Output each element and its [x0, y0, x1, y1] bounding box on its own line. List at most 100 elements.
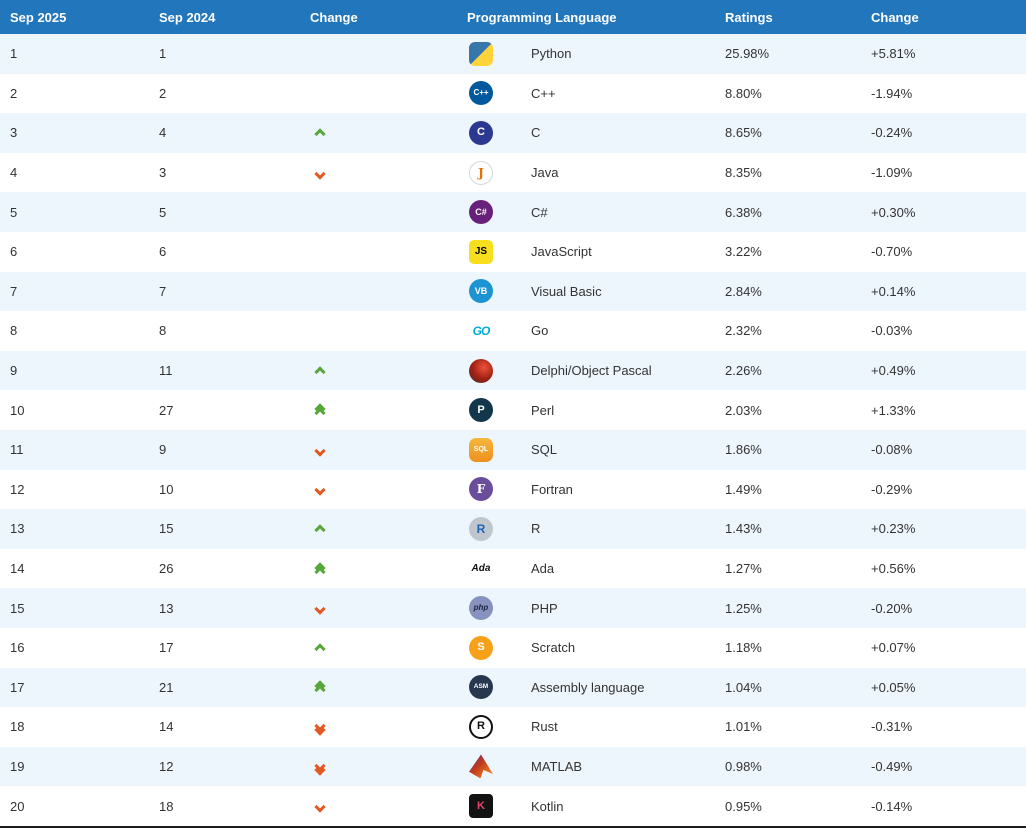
- rank-2025-cell: 14: [10, 561, 25, 577]
- ratings-cell: 1.43%: [725, 521, 762, 537]
- rust-icon: R: [469, 714, 493, 739]
- matlab-icon: [469, 754, 493, 779]
- ratings-cell: 2.84%: [725, 283, 762, 299]
- rank-2024-cell: 13: [159, 600, 174, 616]
- up-double-arrow-icon: [314, 680, 326, 697]
- rank-2024-cell: 1: [159, 46, 167, 62]
- rank-2025-cell: 7: [10, 283, 18, 299]
- language-name: Scratch: [531, 640, 576, 656]
- language-cell: SQL SQL: [457, 430, 715, 470]
- table-row: 19 12 MATLAB 0.98% -0.49%: [0, 746, 1026, 787]
- rank-2025-cell: 4: [10, 165, 18, 181]
- language-name: Java: [531, 165, 559, 181]
- ratings-change-cell: -0.49%: [871, 758, 913, 774]
- language-cell: Ada Ada: [457, 549, 715, 589]
- language-name: C++: [531, 85, 556, 101]
- rank-2025-cell: 6: [10, 244, 18, 260]
- rank-2025-cell: 17: [10, 679, 25, 695]
- table-row: 20 18 K Kotlin 0.95% -0.14%: [0, 786, 1026, 826]
- rank-2024-cell: 6: [159, 244, 167, 260]
- ratings-change-cell: -0.08%: [871, 442, 913, 458]
- table-row: 6 6 JS JavaScript 3.22% -0.70%: [0, 232, 1026, 272]
- ratings-change-cell: -1.94%: [871, 85, 913, 101]
- header-programming-language: Programming Language: [457, 0, 715, 34]
- down-arrow-icon: [314, 484, 326, 497]
- language-cell: Python: [457, 34, 715, 74]
- csharp-icon: C#: [469, 200, 493, 225]
- rank-change-cell: [300, 390, 457, 430]
- table-row: 9 11 Delphi/Object Pascal 2.26% +0.49%: [0, 350, 1026, 391]
- ratings-cell: 8.65%: [725, 125, 762, 141]
- up-arrow-icon: [314, 524, 326, 536]
- language-name: Visual Basic: [531, 283, 602, 299]
- up-double-arrow-icon: [314, 561, 326, 578]
- language-name: PHP: [531, 600, 558, 616]
- rank-change-cell: [300, 628, 457, 668]
- rank-change-cell: [300, 74, 457, 114]
- ratings-change-cell: -0.31%: [871, 719, 913, 735]
- table-row: 3 4 C C 8.65% -0.24%: [0, 113, 1026, 153]
- rank-change-cell: [300, 272, 457, 312]
- rank-change-cell: [300, 430, 457, 470]
- rank-2024-cell: 27: [159, 402, 174, 418]
- language-name: C: [531, 125, 541, 141]
- up-arrow-icon: [314, 643, 326, 655]
- cpp-icon: C++: [469, 81, 493, 106]
- table-header: Sep 2025 Sep 2024 Change Programming Lan…: [0, 0, 1026, 34]
- header-ratings-change: Change: [861, 0, 1026, 34]
- delphi-icon: [469, 358, 493, 383]
- rank-change-cell: [300, 470, 457, 510]
- rank-2025-cell: 2: [10, 85, 18, 101]
- rank-2024-cell: 5: [159, 204, 167, 220]
- language-cell: S Scratch: [457, 628, 715, 668]
- rank-2024-cell: 21: [159, 679, 174, 695]
- table-row: 16 17 S Scratch 1.18% +0.07%: [0, 628, 1026, 668]
- table-body: 1 1 Python 25.98% +5.81% 2 2 C++ C++ 8.80% -1.94% 3…: [0, 34, 1026, 826]
- language-name: Kotlin: [531, 798, 564, 814]
- c-icon: C: [469, 120, 493, 145]
- rank-change-cell: [300, 351, 457, 391]
- go-icon: GO: [472, 323, 491, 338]
- down-double-arrow-icon: [314, 720, 326, 736]
- rank-2024-cell: 17: [159, 640, 174, 656]
- language-cell: K Kotlin: [457, 786, 715, 826]
- rank-2024-cell: 12: [159, 758, 174, 774]
- ratings-cell: 1.01%: [725, 719, 762, 735]
- language-name: Rust: [531, 719, 558, 735]
- header-rank-change: Change: [300, 0, 457, 34]
- ratings-cell: 2.03%: [725, 402, 762, 418]
- rank-change-cell: [300, 747, 457, 787]
- down-arrow-icon: [314, 603, 326, 615]
- table-row: 14 26 Ada Ada 1.27% +0.56%: [0, 549, 1026, 589]
- rank-change-cell: [300, 34, 457, 74]
- header-sep-2024: Sep 2024: [149, 0, 300, 34]
- language-name: Fortran: [531, 481, 573, 497]
- perl-icon: P: [469, 398, 493, 423]
- up-arrow-icon: [314, 128, 326, 140]
- ratings-change-cell: -0.29%: [871, 481, 913, 497]
- language-name: Python: [531, 46, 572, 62]
- language-cell: P Perl: [457, 390, 715, 430]
- ratings-change-cell: -0.14%: [871, 798, 913, 814]
- down-arrow-icon: [314, 167, 326, 180]
- ratings-cell: 2.26%: [725, 363, 762, 379]
- rank-2025-cell: 8: [10, 323, 18, 339]
- rank-2024-cell: 4: [159, 125, 167, 141]
- rank-change-cell: [300, 786, 457, 826]
- language-name: Perl: [531, 402, 555, 418]
- rank-change-cell: [300, 707, 457, 747]
- header-ratings: Ratings: [715, 0, 861, 34]
- ratings-change-cell: -0.03%: [871, 323, 913, 339]
- language-name: R: [531, 521, 541, 537]
- down-double-arrow-icon: [314, 759, 326, 776]
- table-row: 17 21 ASM Assembly language 1.04% +0.05%: [0, 667, 1026, 708]
- ratings-cell: 25.98%: [725, 46, 770, 62]
- language-cell: MATLAB: [457, 747, 715, 787]
- ratings-change-cell: +0.07%: [871, 640, 916, 656]
- rank-2025-cell: 9: [10, 363, 18, 379]
- rank-2025-cell: 1: [10, 46, 18, 62]
- rank-2024-cell: 15: [159, 521, 174, 537]
